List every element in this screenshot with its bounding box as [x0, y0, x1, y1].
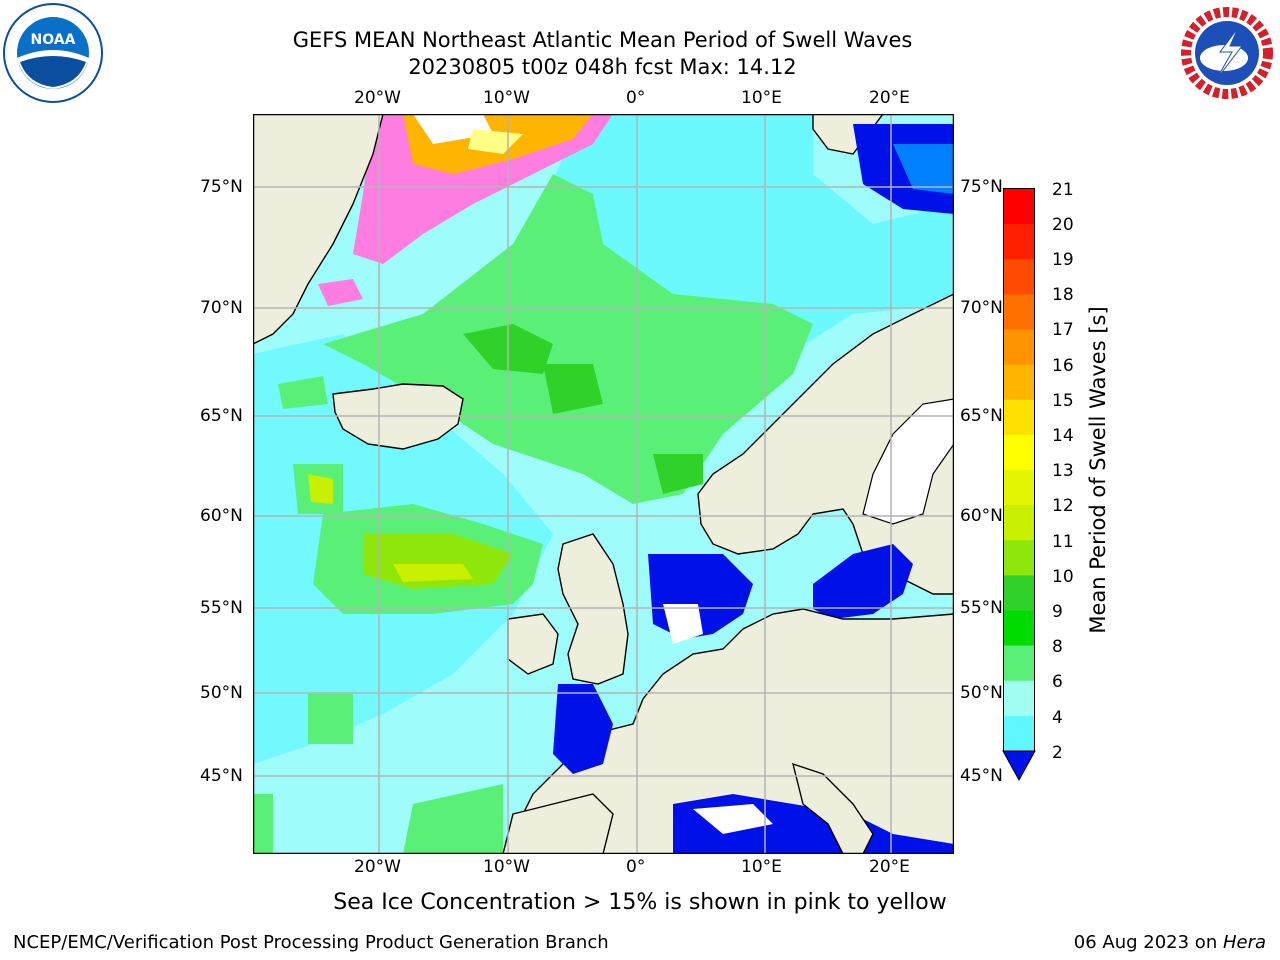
lon-label-bottom-20w: 20°W — [354, 857, 401, 877]
lon-label-bottom-10e: 10°E — [741, 857, 782, 877]
footer-host: Hera — [1222, 932, 1266, 953]
lat-label-left-60n: 60°N — [200, 506, 243, 526]
colorbar-block — [1003, 680, 1035, 717]
colorbar-svg — [1002, 188, 1036, 782]
baltic-sea — [813, 544, 913, 619]
colorbar-block — [1003, 364, 1035, 401]
lon-label-top-20w: 20°W — [354, 88, 401, 108]
colorbar-tick-14: 14 — [1052, 426, 1074, 446]
lat-label-right-65n: 65°N — [960, 406, 1003, 426]
lon-label-bottom-0: 0° — [626, 857, 646, 877]
colorbar-block — [1003, 715, 1035, 752]
land-great-britain — [557, 533, 629, 685]
lat-label-right-60n: 60°N — [960, 506, 1003, 526]
lon-label-top-20e: 20°E — [869, 88, 910, 108]
lat-label-left-50n: 50°N — [200, 683, 243, 703]
sea-ice-caption: Sea Ice Concentration > 15% is shown in … — [333, 890, 947, 915]
map-title: GEFS MEAN Northeast Atlantic Mean Period… — [292, 28, 913, 52]
nws-logo — [1176, 2, 1278, 104]
lat-label-left-75n: 75°N — [200, 177, 243, 197]
lat-label-left-45n: 45°N — [200, 766, 243, 786]
swell-period-map — [252, 113, 955, 855]
footer-right: 06 Aug 2023 on Hera — [1074, 932, 1266, 953]
colorbar-tick-16: 16 — [1052, 356, 1074, 376]
colorbar-block — [1003, 399, 1035, 436]
lat-label-right-50n: 50°N — [960, 683, 1003, 703]
lat-label-right-45n: 45°N — [960, 766, 1003, 786]
map-panel — [252, 113, 955, 855]
colorbar-extend-arrow — [1002, 750, 1036, 782]
colorbar-label: Mean Period of Swell Waves [s] — [1086, 306, 1110, 634]
lon-label-top-10e: 10°E — [741, 88, 782, 108]
colorbar-tick-11: 11 — [1052, 532, 1074, 552]
footer-left: NCEP/EMC/Verification Post Processing Pr… — [13, 932, 609, 953]
colorbar-block — [1003, 470, 1035, 506]
colorbar-block — [1003, 540, 1035, 576]
lon-label-bottom-20e: 20°E — [869, 857, 910, 877]
noaa-logo: NOAA — [2, 2, 104, 104]
colorbar-tick-15: 15 — [1052, 391, 1074, 411]
gulf-of-bothnia — [862, 398, 955, 525]
land-ireland — [507, 613, 559, 675]
lat-label-right-55n: 55°N — [960, 598, 1003, 618]
lat-label-left-70n: 70°N — [200, 298, 243, 318]
colorbar-block — [1003, 259, 1035, 295]
graticule — [253, 114, 954, 854]
colorbar-tick-8: 8 — [1052, 637, 1063, 657]
colorbar-block — [1003, 329, 1035, 366]
footer-date: 06 Aug 2023 on — [1073, 932, 1223, 953]
colorbar-tick-10: 10 — [1052, 567, 1074, 587]
colorbar-block — [1003, 434, 1035, 471]
colorbar-tick-13: 13 — [1052, 461, 1074, 481]
colorbar-tick-18: 18 — [1052, 285, 1074, 305]
colorbar-tick-6: 6 — [1052, 672, 1063, 692]
lon-label-top-0: 0° — [626, 88, 646, 108]
colorbar-block — [1003, 189, 1035, 225]
colorbar-block — [1003, 575, 1035, 611]
lon-label-bottom-10w: 10°W — [483, 857, 530, 877]
lat-label-right-70n: 70°N — [960, 298, 1003, 318]
colorbar-tick-9: 9 — [1052, 602, 1063, 622]
colorbar-block — [1003, 294, 1035, 330]
colorbar-tick-4: 4 — [1052, 708, 1063, 728]
colorbar-block — [1003, 610, 1035, 647]
colorbar-tick-21: 21 — [1052, 180, 1074, 200]
lat-label-left-65n: 65°N — [200, 406, 243, 426]
land-greenland — [252, 113, 384, 346]
lon-label-top-10w: 10°W — [483, 88, 530, 108]
lat-label-right-75n: 75°N — [960, 177, 1003, 197]
colorbar-block — [1003, 505, 1035, 541]
colorbar-tick-2: 2 — [1052, 743, 1063, 763]
colorbar-tick-17: 17 — [1052, 320, 1074, 340]
colorbar-tick-20: 20 — [1052, 215, 1074, 235]
bay-of-biscay — [553, 684, 613, 774]
map-subtitle: 20230805 t00z 048h fcst Max: 14.12 — [408, 55, 797, 79]
colorbar-tick-19: 19 — [1052, 250, 1074, 270]
swell-zone-norwegian-sea — [323, 174, 813, 504]
colorbar-block — [1003, 645, 1035, 682]
lat-label-left-55n: 55°N — [200, 598, 243, 618]
svg-text:NOAA: NOAA — [31, 32, 76, 48]
colorbar-block — [1003, 224, 1035, 260]
colorbar — [1000, 186, 1040, 784]
colorbar-tick-12: 12 — [1052, 496, 1074, 516]
